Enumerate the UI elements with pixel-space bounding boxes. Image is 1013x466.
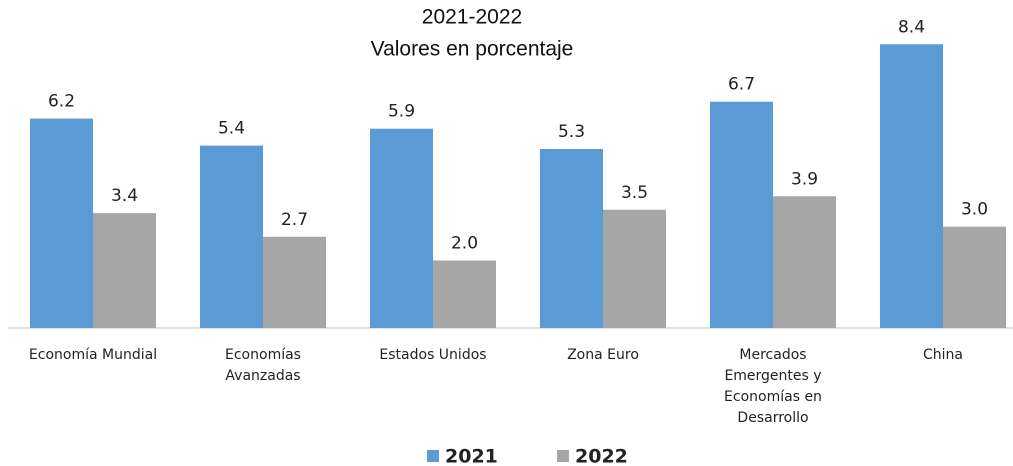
legend-swatch [427,450,439,462]
data-label: 2.7 [281,210,308,230]
x-tick-label: Estados Unidos [379,347,487,363]
bar [540,148,603,328]
chart-title: 2021-2022 [422,6,522,29]
bar [93,213,156,328]
bar [880,44,943,329]
x-tick-label: Economías Avanzadas [225,347,301,384]
data-label: 2.0 [451,233,478,253]
legend-label: 2021 [445,446,498,466]
bar [943,226,1006,328]
data-label: 5.4 [218,119,245,139]
data-label: 8.4 [898,17,925,37]
data-label: 5.3 [558,122,585,142]
bar [433,260,496,328]
data-label: 3.9 [791,169,818,189]
bar [263,236,326,328]
data-label: 3.5 [621,183,648,203]
bar [773,196,836,328]
data-label: 6.2 [48,92,75,112]
bar [370,128,433,328]
data-label: 5.9 [388,102,415,122]
bar [603,209,666,328]
data-label: 6.7 [728,75,755,95]
data-label: 3.0 [961,200,988,220]
chart-subtitle: Valores en porcentaje [371,38,574,61]
data-label: 3.4 [111,186,138,206]
bar [710,101,773,328]
bar [200,145,263,328]
x-tick-label: Mercados Emergentes y Economías en Desar… [724,347,822,426]
bar [30,118,93,328]
legend-swatch [557,450,569,462]
x-tick-label: China [923,347,963,363]
x-tick-label: Economía Mundial [28,347,158,363]
x-tick-label: Zona Euro [567,347,639,363]
legend-label: 2022 [575,446,628,466]
